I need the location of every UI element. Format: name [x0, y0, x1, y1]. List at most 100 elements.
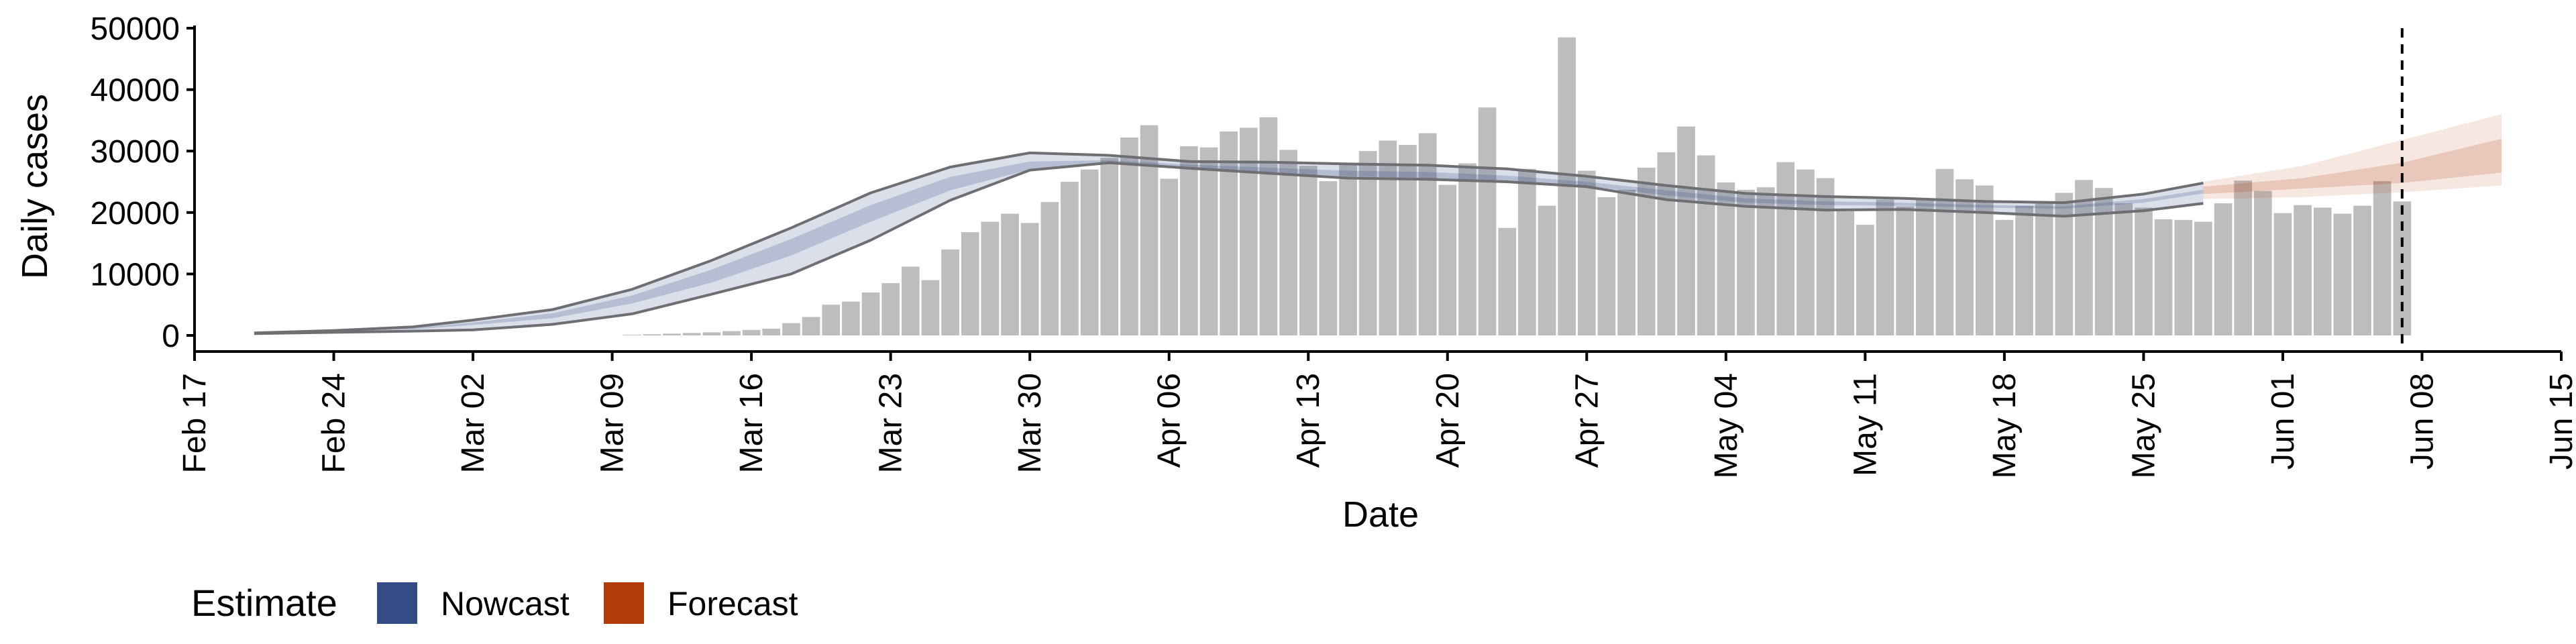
bar-reported-cases	[1518, 168, 1536, 335]
y-tick-label: 30000	[91, 134, 180, 170]
bar-reported-cases	[1617, 189, 1635, 335]
bar-reported-cases	[1498, 227, 1517, 335]
x-tick-label: Mar 09	[595, 373, 631, 473]
bar-reported-cases	[1418, 133, 1437, 335]
bar-reported-cases	[2075, 180, 2093, 335]
bar-reported-cases	[1916, 200, 1934, 335]
forecast-outer-band	[2203, 114, 2502, 199]
legend-title: Estimate	[191, 582, 337, 624]
bar-reported-cases	[2273, 213, 2292, 335]
y-axis-title: Daily cases	[15, 94, 55, 279]
bar-reported-cases	[663, 333, 681, 335]
bar-reported-cases	[861, 292, 880, 335]
bar-reported-cases	[1697, 155, 1715, 335]
bar-reported-cases	[2114, 203, 2133, 335]
y-tick-label: 0	[162, 319, 180, 354]
bar-reported-cases	[1279, 150, 1297, 335]
bar-reported-cases	[1538, 205, 1556, 335]
bar-reported-cases	[1240, 127, 1258, 335]
x-tick-label: Mar 16	[734, 373, 769, 473]
bar-reported-cases	[2015, 205, 2033, 335]
bar-reported-cases	[1040, 202, 1059, 335]
bar-reported-cases	[1578, 170, 1596, 335]
bar-reported-cases	[1717, 182, 1735, 335]
bar-reported-cases	[782, 323, 800, 335]
bar-reported-cases	[1379, 140, 1397, 335]
bar-reported-cases	[1080, 169, 1099, 335]
nowcast-upper-line	[254, 151, 2204, 335]
bar-reported-cases	[722, 331, 741, 335]
x-tick-label: May 04	[1709, 373, 1744, 478]
bar-reported-cases	[762, 328, 781, 335]
bar-reported-cases	[1299, 166, 1318, 335]
estimate-ribbons	[254, 114, 2502, 335]
bar-reported-cases	[1975, 185, 1994, 335]
bar-reported-cases	[2254, 191, 2272, 335]
x-tick-label: Feb 17	[177, 373, 213, 473]
x-tick-label: Apr 06	[1152, 373, 1187, 468]
bar-reported-cases	[643, 334, 661, 335]
bar-reported-cases	[1856, 225, 1874, 335]
y-tick-label: 40000	[91, 73, 180, 109]
bar-reported-cases	[1399, 145, 1417, 335]
bar-reported-cases	[2294, 205, 2312, 335]
bar-reported-cases	[2135, 207, 2153, 335]
bar-reported-cases	[1220, 131, 1238, 335]
bar-reported-cases	[2333, 213, 2352, 335]
bar-reported-cases	[2154, 219, 2173, 335]
nowcast-outer-band	[254, 152, 2204, 334]
x-tick-label: May 18	[1987, 373, 2023, 478]
bar-reported-cases	[881, 283, 900, 335]
bar-reported-cases	[1020, 223, 1039, 335]
x-tick-label: Feb 24	[317, 373, 352, 473]
bar-reported-cases	[1100, 158, 1119, 336]
nowcast-lower-line	[254, 161, 2204, 335]
x-tick-label: Apr 13	[1291, 373, 1326, 468]
bar-reported-cases	[1776, 162, 1795, 335]
x-tick-label: Mar 23	[873, 373, 909, 473]
bar-reported-cases	[1816, 178, 1835, 335]
x-tick-label: May 11	[1847, 373, 1883, 476]
bar-reported-cases	[1756, 187, 1775, 335]
x-tick-label: Apr 20	[1430, 373, 1466, 468]
bar-reported-cases	[1180, 146, 1198, 335]
bar-reported-cases	[802, 317, 820, 335]
x-axis-title: Date	[1342, 494, 1419, 535]
y-tick-label: 10000	[91, 257, 180, 292]
x-tick-label: Apr 27	[1569, 373, 1605, 468]
bar-reported-cases	[2194, 221, 2212, 335]
legend-label-nowcast: Nowcast	[441, 585, 570, 623]
bar-reported-cases	[941, 249, 959, 335]
bar-reported-cases	[1160, 178, 1179, 335]
bar-reported-cases	[1876, 199, 1894, 335]
y-tick-label: 50000	[91, 11, 180, 47]
bar-reported-cases	[2373, 181, 2392, 335]
bar-reported-cases	[902, 266, 920, 335]
bar-reported-cases	[1061, 182, 1079, 335]
x-tick-label: Jun 15	[2544, 373, 2576, 470]
bar-reported-cases	[1955, 179, 1974, 335]
bar-reported-cases	[1657, 152, 1676, 335]
axes: 0 10000 20000 30000 40000 50000 Feb 17 Feb 24 Ma…	[91, 11, 2576, 478]
bar-reported-cases	[2035, 203, 2053, 335]
bar-reported-cases	[1458, 163, 1477, 335]
bar-reported-cases	[1737, 189, 1755, 335]
bar-reported-cases	[1259, 117, 1278, 336]
forecast-inner-band	[2203, 138, 2502, 195]
bar-reported-cases	[2214, 203, 2233, 335]
x-tick-label: Mar 30	[1012, 373, 1048, 473]
bar-reported-cases	[1120, 138, 1138, 335]
reported-cases-bars	[623, 37, 2412, 336]
y-tick-label: 20000	[91, 196, 180, 231]
bar-reported-cases	[742, 329, 761, 335]
bar-reported-cases	[1001, 213, 1019, 335]
bar-reported-cases	[1597, 197, 1616, 335]
x-tick-label: Jun 08	[2404, 373, 2440, 470]
x-tick-label: Jun 01	[2265, 373, 2301, 470]
bar-reported-cases	[2353, 205, 2371, 335]
bar-reported-cases	[1935, 168, 1954, 335]
bar-reported-cases	[842, 301, 860, 335]
bar-reported-cases	[1478, 107, 1497, 335]
